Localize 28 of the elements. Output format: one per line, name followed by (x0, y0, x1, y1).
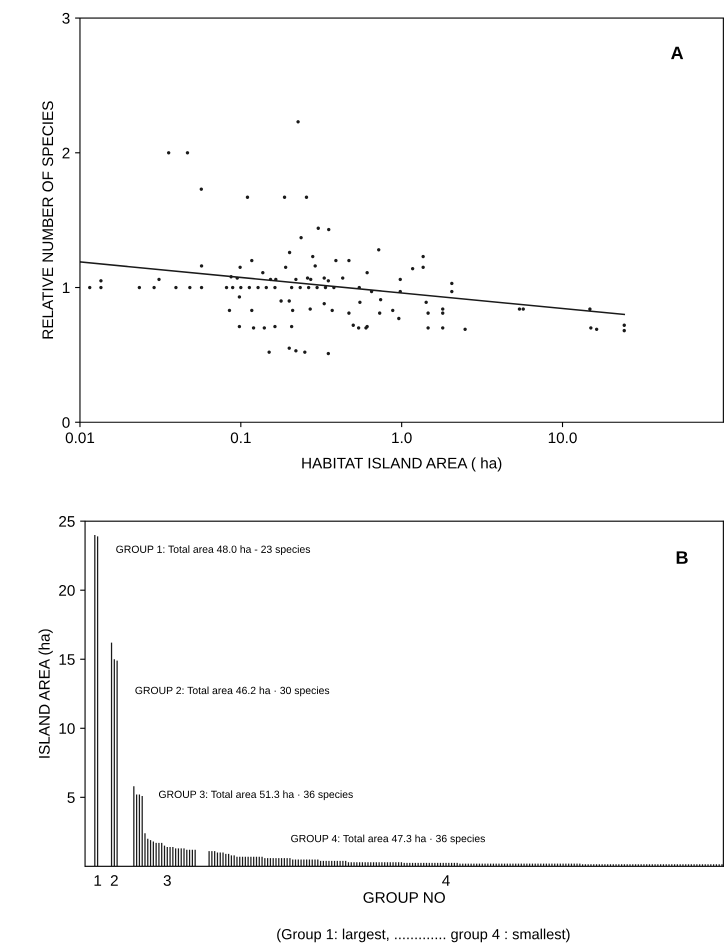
x-tick-label: 10.0 (548, 432, 577, 444)
x-tick-label: 1 (94, 875, 102, 886)
y-tick-label: 3 (62, 12, 70, 24)
annotation: GROUP 1: Total area 48.0 ha - 23 species (116, 545, 310, 555)
annotation: B (676, 551, 688, 564)
x-tick-label: 2 (110, 875, 118, 886)
annotation: GROUP 2: Total area 46.2 ha · 30 species (135, 686, 330, 696)
y-tick-label: 2 (62, 148, 70, 158)
x-axis-title: GROUP NO (364, 892, 445, 903)
x-tick-label: 0.1 (230, 432, 251, 444)
y-tick-label: 10 (60, 723, 75, 734)
annotation: A (671, 46, 684, 60)
text: (Group 1: largest, ............. group 4 : smallest) (277, 928, 570, 942)
x-axis-title: HABITAT ISLAND AREA ( ha) (302, 457, 502, 472)
x-tick-label: 0.01 (66, 432, 94, 444)
x-tick-label: 1.0 (392, 432, 412, 444)
y-tick-label: 15 (60, 654, 75, 665)
y-tick-label: 0 (62, 417, 70, 428)
x-tick-label: 3 (164, 875, 171, 886)
annotation: GROUP 3: Total area 51.3 ha · 36 species (158, 790, 353, 800)
y-tick-label: 20 (59, 585, 75, 596)
x-tick-label: 4 (442, 875, 450, 886)
y-axis-title: ISLAND AREA (ha) (38, 629, 53, 758)
y-axis-title: RELATIVE NUMBER OF SPECIES (42, 101, 54, 338)
y-tick-label: 25 (59, 516, 75, 527)
annotation: GROUP 4: Total area 47.3 ha · 36 species (291, 834, 485, 844)
y-tick-label: 5 (67, 792, 75, 804)
y-tick-label: 1 (62, 282, 70, 294)
